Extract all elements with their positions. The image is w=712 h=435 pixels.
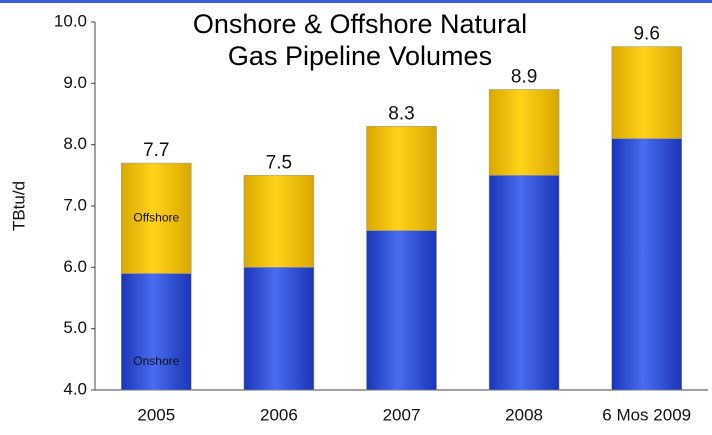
bar-segment xyxy=(488,89,560,176)
bar-segment xyxy=(611,138,682,391)
segment-label: Offshore xyxy=(133,210,179,224)
segment-label: Onshore xyxy=(133,354,179,368)
x-tick-label: 2008 xyxy=(505,405,543,424)
total-label: 7.7 xyxy=(143,140,169,161)
x-tick-label: 2007 xyxy=(383,405,421,424)
total-label: 9.6 xyxy=(633,24,659,45)
total-label: 7.5 xyxy=(266,152,292,173)
bar-segment xyxy=(611,46,682,139)
y-tick-label: 8.0 xyxy=(63,134,87,153)
bar-segment xyxy=(121,273,192,391)
y-tick-label: 4.0 xyxy=(63,379,87,398)
bar-segment xyxy=(366,230,437,391)
bar-segment xyxy=(243,175,315,268)
x-tick-label: 2005 xyxy=(137,405,175,424)
top-border xyxy=(0,0,712,3)
x-tick-label: 6 Mos 2009 xyxy=(602,405,691,424)
y-axis-label: TBtu/d xyxy=(9,181,28,231)
y-tick-label: 6.0 xyxy=(63,257,87,276)
bar-segment xyxy=(488,175,560,391)
total-label: 8.9 xyxy=(511,66,537,87)
chart-title: Onshore & Offshore Natural Gas Pipeline … xyxy=(192,9,528,71)
bar-segment xyxy=(366,126,437,231)
x-tick-label: 2006 xyxy=(260,405,298,424)
y-tick-label: 10.0 xyxy=(54,11,87,30)
bar-segment xyxy=(121,162,192,274)
y-tick-label: 5.0 xyxy=(63,318,87,337)
total-label: 8.3 xyxy=(388,103,414,124)
y-tick-label: 7.0 xyxy=(63,195,87,214)
y-tick-label: 9.0 xyxy=(63,73,87,92)
bar-segment xyxy=(243,267,315,391)
